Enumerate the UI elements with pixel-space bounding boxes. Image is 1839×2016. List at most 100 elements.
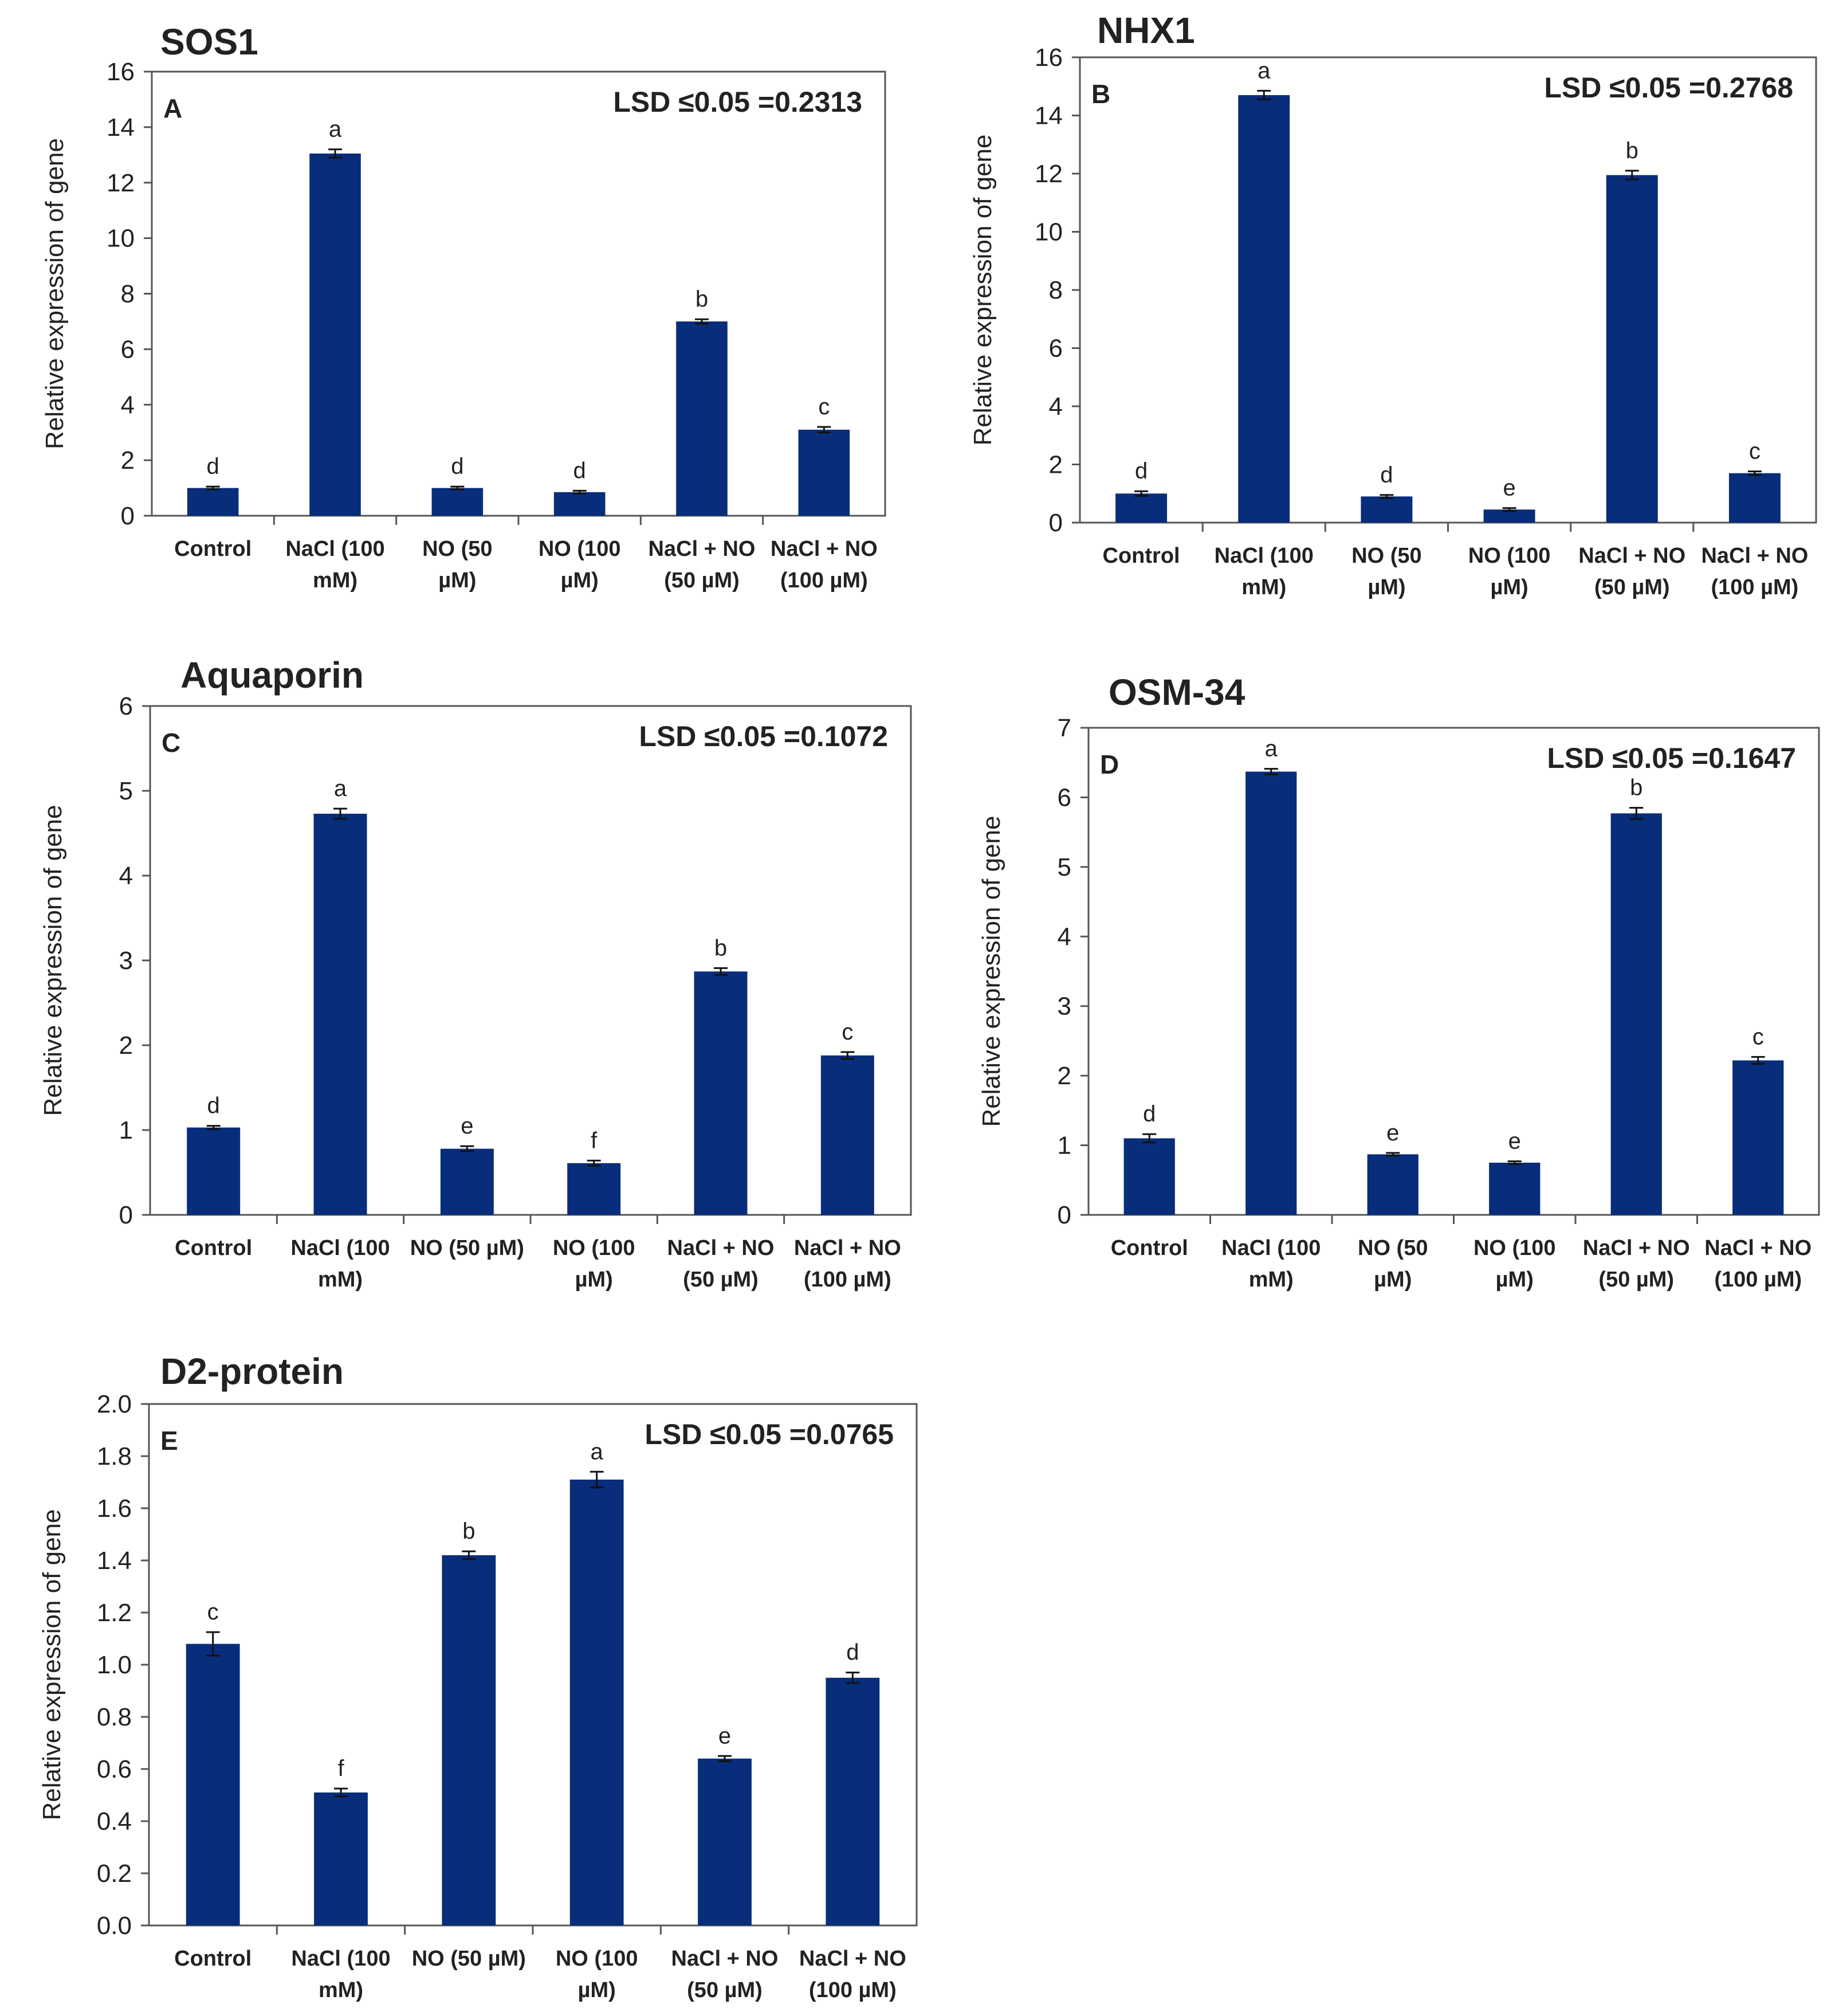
x-tick-label: NaCl + NO (100 µM)	[771, 537, 878, 593]
y-tick-label: 0.0	[97, 1912, 132, 1940]
chart-title: NHX1	[1097, 10, 1195, 51]
x-tick-label-line: mM)	[319, 1978, 363, 2002]
y-tick-label: 0	[1049, 509, 1063, 537]
y-tick-label: 1.0	[97, 1651, 132, 1679]
chart-panel-c: Aquaporin C LSD ≤0.05 =0.1072 0 1 2 3 4 5 6 Relati…	[39, 654, 912, 1292]
x-tick-label-line: NaCl + NO	[649, 537, 756, 561]
x-tick-label: NO (100 µM)	[553, 1236, 635, 1292]
bar-3	[431, 488, 484, 516]
x-tick-label-line: µM)	[1496, 1268, 1534, 1292]
x-tick-label: NaCl + NO (50 µM)	[1583, 1236, 1690, 1292]
y-tick-label: 6	[1058, 783, 1071, 811]
bar-2	[309, 153, 361, 516]
y-tick-label: 2	[119, 1031, 133, 1060]
x-tick-label-line: NO (50 µM)	[412, 1947, 526, 1971]
significance-letter: e	[461, 1113, 473, 1139]
significance-letter: d	[1143, 1101, 1156, 1127]
x-tick-label-line: NaCl (100	[290, 1236, 390, 1260]
x-tick-label: NO (50 µM)	[412, 1947, 526, 1971]
y-tick-label: 14	[107, 113, 135, 142]
x-tick-label: NaCl + NO (50 µM)	[1578, 544, 1685, 599]
x-tick-label-line: (50 µM)	[1598, 1268, 1674, 1292]
bar-2	[313, 813, 367, 1215]
chart-panel-b: NHX1 B LSD ≤0.05 =0.2768 0 2 4 6 8 10 12 14 16 Relat…	[969, 10, 1817, 599]
x-tick-label-line: NaCl (100	[291, 1947, 390, 1971]
bar-1	[1123, 1138, 1175, 1215]
x-tick-label: NaCl (100 mM)	[285, 537, 384, 593]
x-tick-label: NaCl (100 mM)	[291, 1947, 390, 2002]
y-tick-label: 7	[1058, 714, 1071, 742]
panel-letter: B	[1091, 79, 1110, 109]
significance-letter: b	[714, 935, 727, 960]
plot-frame	[151, 70, 886, 517]
bar-6	[820, 1055, 874, 1215]
x-tick-label-line: (50 µM)	[687, 1978, 763, 2002]
panel-letter: E	[160, 1426, 178, 1456]
chart-title: SOS1	[160, 21, 258, 62]
x-tick-label-line: NO (100	[1473, 1236, 1556, 1260]
significance-letter: d	[573, 458, 586, 483]
significance-letter: a	[1265, 736, 1278, 762]
y-axis-label: Relative expression of gene	[969, 135, 997, 446]
significance-letter: e	[1386, 1120, 1399, 1146]
lsd-annotation: LSD ≤0.05 =0.1072	[639, 720, 888, 752]
x-tick-label-line: (100 µM)	[809, 1978, 897, 2002]
y-tick-label: 4	[1058, 923, 1071, 951]
significance-letter: d	[451, 454, 463, 479]
bar-4	[553, 492, 606, 516]
panel-letter: A	[163, 93, 182, 123]
bar-4	[567, 1163, 621, 1215]
x-tick-label: NaCl + NO (100 µM)	[799, 1947, 906, 2002]
x-tick-label-line: µM)	[578, 1978, 616, 2002]
x-tick-label: Control	[175, 1236, 252, 1260]
x-tick-label: NaCl + NO (50 µM)	[649, 537, 756, 593]
lsd-annotation: LSD ≤0.05 =0.1647	[1547, 742, 1796, 774]
x-tick-label-line: (100 µM)	[1711, 575, 1799, 599]
x-tick-label: Control	[1111, 1236, 1188, 1260]
x-tick-label-line: mM)	[1249, 1268, 1294, 1292]
significance-letter: e	[718, 1723, 731, 1748]
x-tick-label-line: NaCl (100	[1215, 544, 1314, 568]
x-tick-label-line: NaCl + NO	[1583, 1236, 1690, 1260]
bar-6	[1732, 1060, 1784, 1215]
bar-1	[186, 1644, 240, 1925]
bar-6	[798, 429, 850, 516]
x-tick-label-line: NO (50	[1358, 1236, 1428, 1260]
x-tick-label-line: NaCl + NO	[794, 1236, 901, 1260]
panel-letter: D	[1100, 750, 1119, 779]
x-tick-label-line: NaCl + NO	[799, 1947, 906, 1971]
x-tick-label: NaCl + NO (50 µM)	[667, 1236, 775, 1292]
bar-4	[569, 1479, 624, 1925]
significance-letter: c	[1749, 439, 1761, 464]
significance-letter: d	[846, 1640, 859, 1665]
significance-letter: a	[334, 776, 347, 801]
y-tick-label: 10	[1035, 218, 1063, 246]
x-tick-label: NO (100 µM)	[1468, 544, 1551, 599]
y-axis-label: Relative expression of gene	[38, 1509, 66, 1821]
y-tick-label: 2.0	[97, 1390, 132, 1418]
y-tick-label: 2	[1058, 1062, 1071, 1090]
significance-letter: a	[329, 117, 342, 142]
y-tick-label: 0.6	[97, 1755, 132, 1783]
x-tick-label-line: mM)	[318, 1268, 363, 1292]
significance-letter: a	[1258, 58, 1271, 83]
significance-letter: c	[842, 1019, 853, 1045]
x-tick-label-line: NaCl + NO	[1701, 544, 1808, 568]
x-tick-label-line: NaCl + NO	[1704, 1236, 1812, 1260]
significance-letter: d	[207, 1093, 220, 1119]
x-tick-label: NaCl + NO (100 µM)	[1701, 544, 1808, 599]
y-tick-label: 12	[107, 169, 135, 197]
x-tick-label: NO (50 µM)	[410, 1236, 524, 1260]
x-tick-label-line: (50 µM)	[664, 568, 740, 593]
plot-frame	[1087, 727, 1820, 1216]
x-tick-label-line: NO (50	[422, 537, 492, 561]
y-tick-label: 3	[119, 947, 133, 975]
y-tick-label: 1	[1058, 1132, 1071, 1160]
bar-2	[314, 1792, 368, 1925]
x-tick-label-line: mM)	[313, 568, 357, 593]
y-tick-label: 8	[121, 280, 135, 308]
x-tick-label-line: NO (100	[556, 1947, 638, 1971]
x-tick-label-line: µM)	[1368, 575, 1405, 599]
y-tick-label: 6	[119, 692, 133, 720]
x-tick-label-line: NaCl + NO	[1578, 544, 1685, 568]
